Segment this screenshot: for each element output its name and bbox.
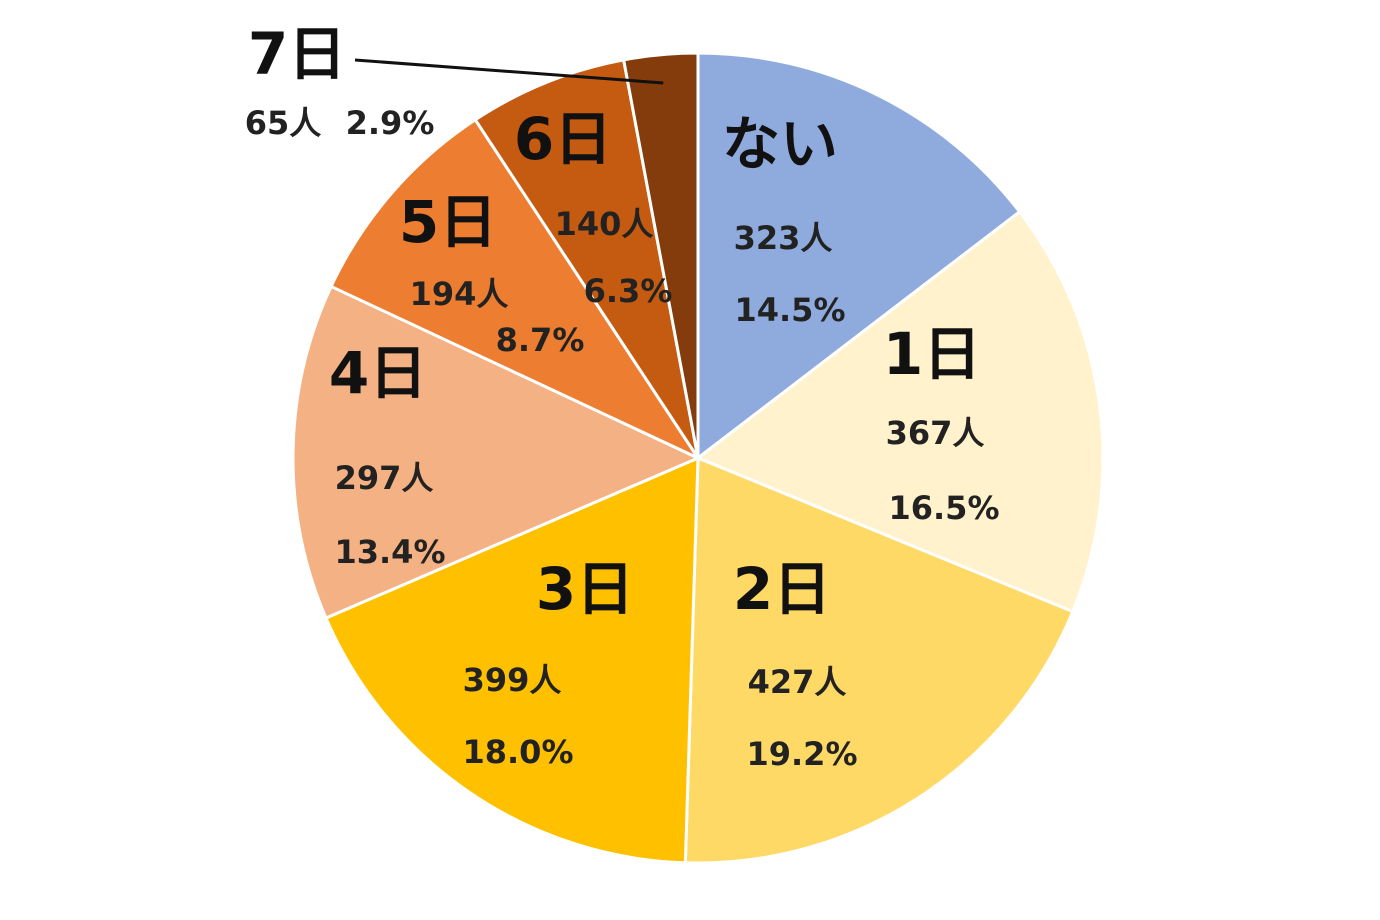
- slice-percent-0: 14.5%: [734, 291, 845, 329]
- slice-count-0: 323人: [734, 219, 833, 257]
- slice-label-5: 5日: [399, 188, 497, 256]
- slice-label-4: 4日: [329, 339, 427, 407]
- slice-count-5: 194人: [410, 275, 509, 313]
- pie-slice-2: [683, 455, 1075, 865]
- slice-percent-3: 18.0%: [462, 733, 573, 771]
- slice-label-3: 3日: [536, 555, 634, 623]
- slice-label-7: 7日: [248, 20, 346, 88]
- slice-count-1: 367人: [886, 414, 985, 452]
- pie-slice-4: [291, 284, 702, 620]
- slice-label-2: 2日: [733, 555, 831, 623]
- pie-slice-5: [329, 117, 703, 462]
- slice-label-1: 1日: [883, 320, 981, 388]
- slice-label-6: 6日: [514, 105, 612, 173]
- pie-slice-3: [323, 455, 700, 865]
- pie-slice-0: [696, 51, 1022, 462]
- slice-labels: ない 323人 14.5% 1日 367人 16.5% 2日 427人 19.2% 3日 399人 1…: [245, 20, 1000, 773]
- slice-percent-5: 8.7%: [496, 321, 585, 359]
- slice-percent-6: 6.3%: [584, 272, 673, 310]
- slice-count-4: 297人: [335, 459, 434, 497]
- slice-count-6: 140人: [555, 205, 654, 243]
- pie-slice-1: [695, 209, 1105, 614]
- slice-count-2: 427人: [748, 663, 847, 701]
- pie-slice-6: [473, 58, 700, 459]
- slice-percent-7: 2.9%: [346, 104, 435, 142]
- slice-count-7: 65人: [245, 104, 322, 142]
- slice-count-3: 399人: [463, 661, 562, 699]
- pie-slice-7: [621, 51, 700, 459]
- leader-line-7日: [354, 58, 664, 85]
- slice-percent-4: 13.4%: [334, 533, 445, 571]
- slice-label-0: ない: [722, 110, 838, 178]
- slice-percent-2: 19.2%: [746, 735, 857, 773]
- pie-slices: [291, 51, 1105, 865]
- slice-percent-1: 16.5%: [888, 489, 999, 527]
